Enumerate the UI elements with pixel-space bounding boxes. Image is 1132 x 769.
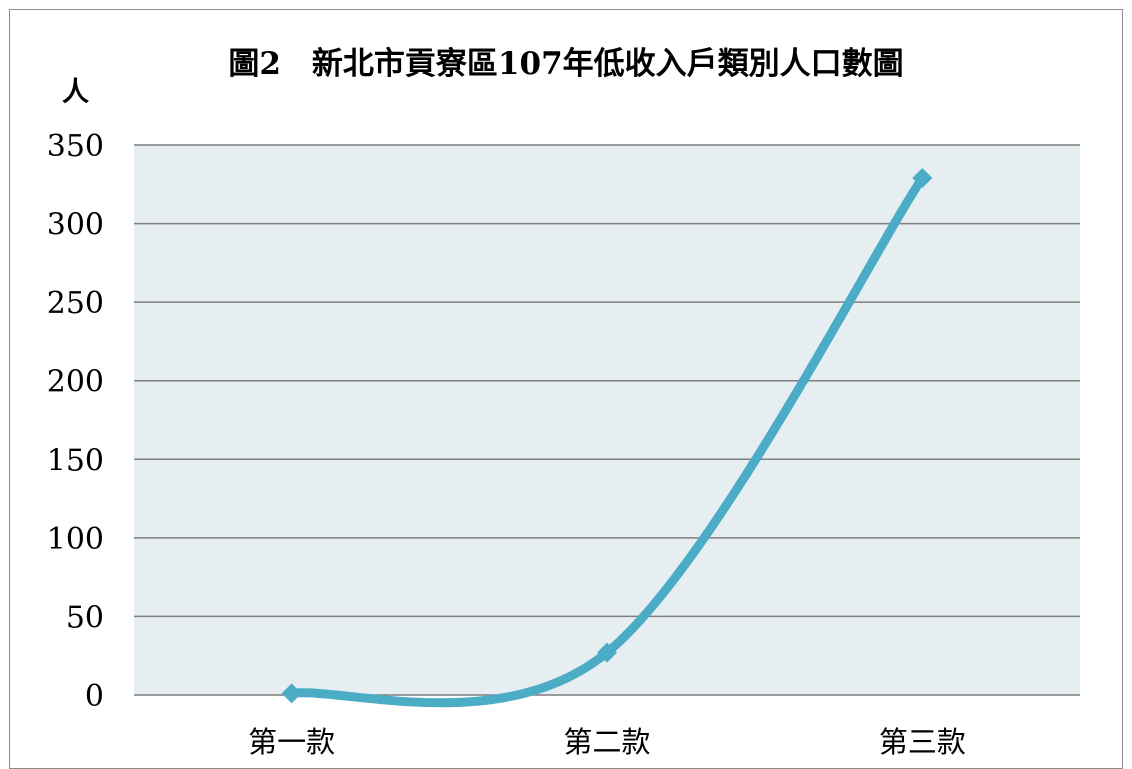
gridlines — [134, 144, 1080, 696]
data-point-marker — [912, 168, 933, 188]
data-point-marker — [281, 683, 302, 704]
markers-group — [281, 168, 933, 704]
chart-title: 圖2 新北市貢寮區107年低收入戶類別人口數圖 — [228, 46, 904, 82]
y-tick-label: 50 — [66, 600, 104, 635]
series-line — [287, 173, 927, 708]
x-tick-label: 第一款 — [248, 725, 335, 759]
y-tick-label: 0 — [85, 679, 104, 714]
y-tick-label: 100 — [47, 522, 104, 557]
y-tick-label: 350 — [47, 129, 104, 164]
y-tick-label: 200 — [47, 365, 104, 400]
y-tick-label: 150 — [47, 443, 104, 478]
series-group — [287, 173, 927, 708]
plot-area — [134, 145, 1080, 695]
data-point-marker — [597, 642, 617, 663]
x-tick-label: 第二款 — [563, 725, 650, 759]
x-tick-label: 第三款 — [879, 725, 966, 759]
x-axis-ticks: 第一款 第二款 第三款 — [248, 725, 966, 759]
y-axis-unit-label: 人 — [62, 77, 89, 108]
y-tick-label: 300 — [47, 208, 104, 243]
y-axis-ticks: 0 50 100 150 200 250 300 350 — [47, 129, 104, 714]
y-tick-label: 250 — [47, 286, 104, 321]
